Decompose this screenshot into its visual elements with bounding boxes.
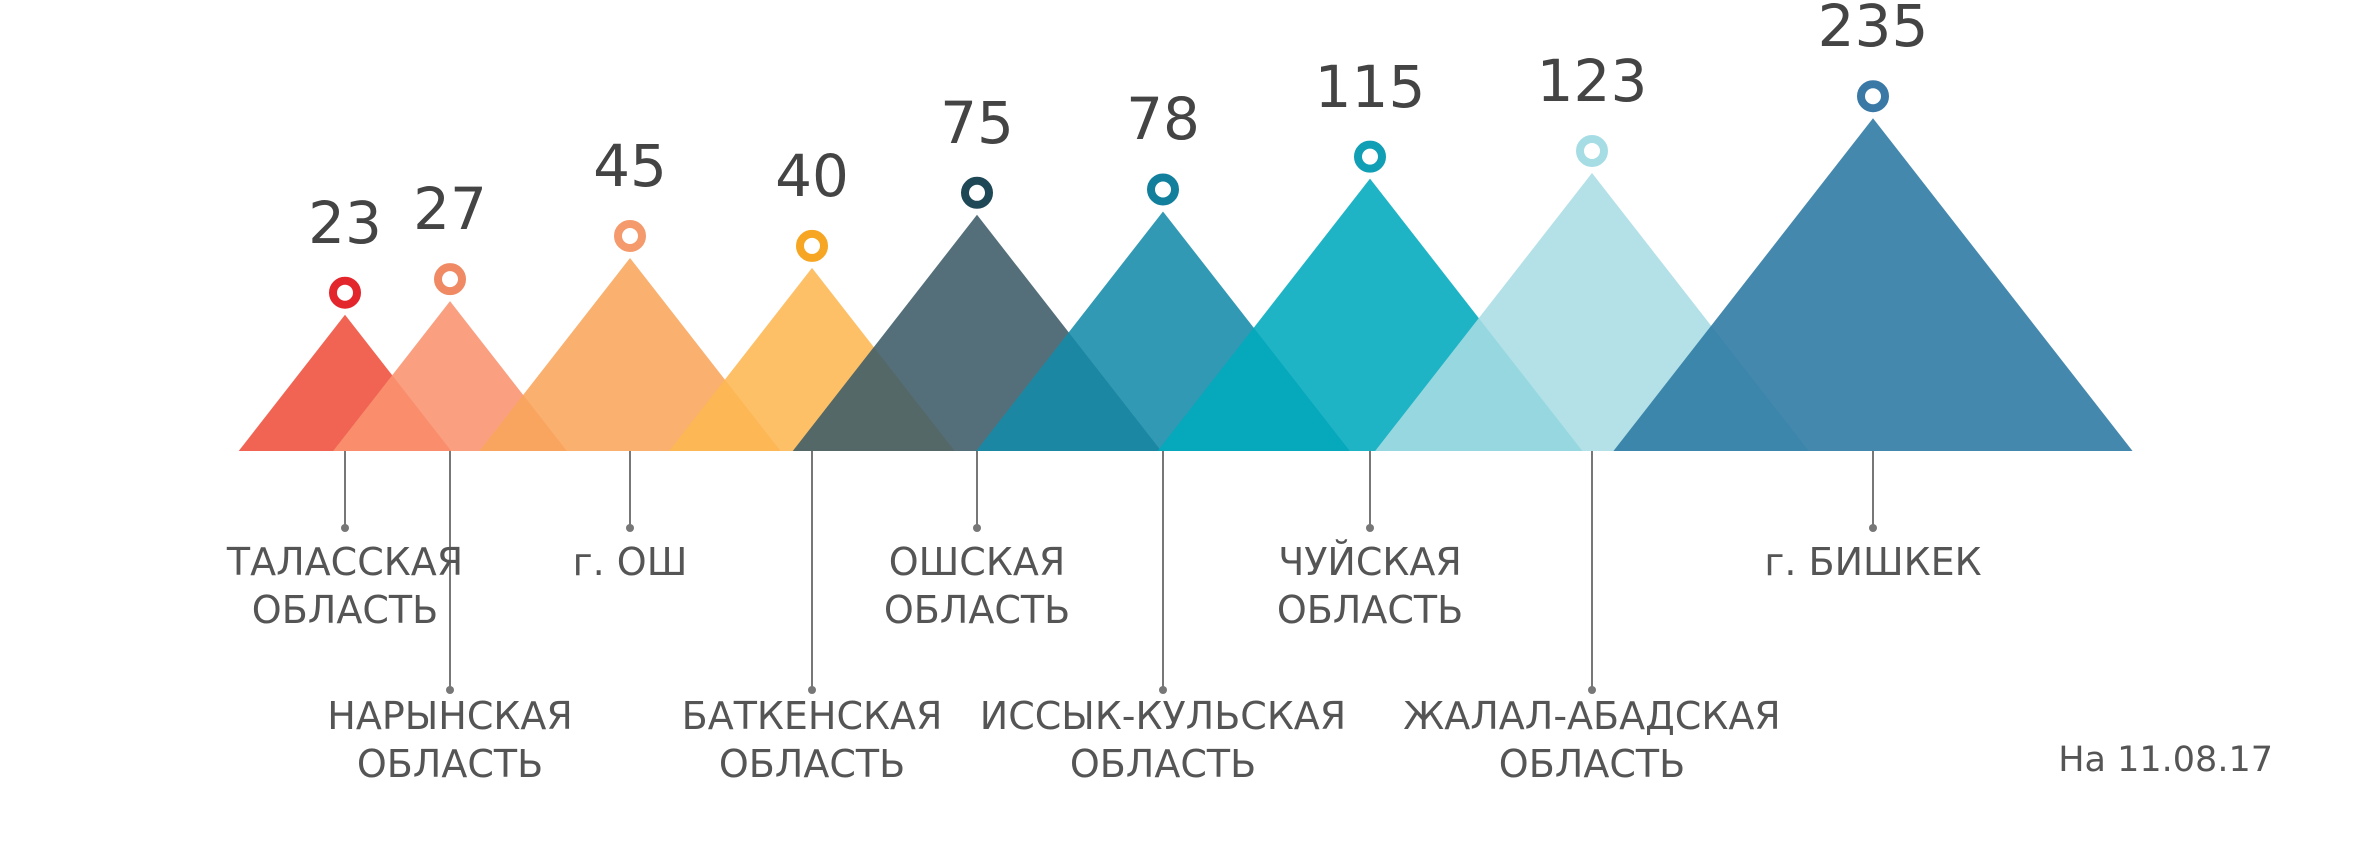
- marker-ring: [329, 276, 361, 309]
- value-label: 78: [1126, 85, 1200, 154]
- date-note: На 11.08.17: [2058, 740, 2273, 780]
- leader-dot: [1159, 686, 1167, 694]
- marker-ring: [434, 263, 466, 296]
- value-label: 75: [940, 88, 1014, 157]
- category-label: ОШСКАЯ ОБЛАСТЬ: [883, 540, 1071, 632]
- triangle: [479, 257, 781, 451]
- leader-dot: [1869, 524, 1877, 532]
- category-label: г. БИШКЕК: [1764, 540, 1982, 584]
- value-label: 123: [1536, 46, 1648, 115]
- marker-ring: [1857, 80, 1889, 113]
- category-label: г. ОШ: [572, 540, 688, 584]
- marker-ring: [961, 176, 993, 209]
- value-label: 27: [413, 175, 487, 244]
- leader-dot: [1366, 524, 1374, 532]
- triangle: [1613, 118, 2133, 451]
- triangle: [333, 301, 567, 451]
- category-label: ТАЛАССКАЯ ОБЛАСТЬ: [226, 540, 464, 632]
- marker-ring: [796, 229, 828, 262]
- category-label: ЖАЛАЛ-АБАДСКАЯ ОБЛАСТЬ: [1403, 694, 1781, 786]
- marker-ring: [614, 219, 646, 252]
- value-label: 40: [775, 141, 849, 210]
- leader-dot: [446, 686, 454, 694]
- leader-dot: [808, 686, 816, 694]
- marker-ring: [1354, 140, 1386, 173]
- leader-dot: [1588, 686, 1596, 694]
- value-label: 23: [308, 188, 382, 257]
- value-label: 115: [1314, 52, 1426, 121]
- category-label: БАТКЕНСКАЯ ОБЛАСТЬ: [681, 694, 943, 786]
- marker-ring: [1147, 173, 1179, 206]
- value-label: 45: [593, 131, 667, 200]
- leader-dot: [973, 524, 981, 532]
- category-label: НАРЫНСКАЯ ОБЛАСТЬ: [327, 694, 573, 786]
- marker-ring: [1576, 134, 1608, 167]
- category-label: ИССЫК-КУЛЬСКАЯ ОБЛАСТЬ: [979, 694, 1347, 786]
- category-label: ЧУЙСКАЯ ОБЛАСТЬ: [1276, 540, 1464, 632]
- leader-dot: [341, 524, 349, 532]
- leader-dot: [626, 524, 634, 532]
- value-label: 235: [1817, 0, 1929, 61]
